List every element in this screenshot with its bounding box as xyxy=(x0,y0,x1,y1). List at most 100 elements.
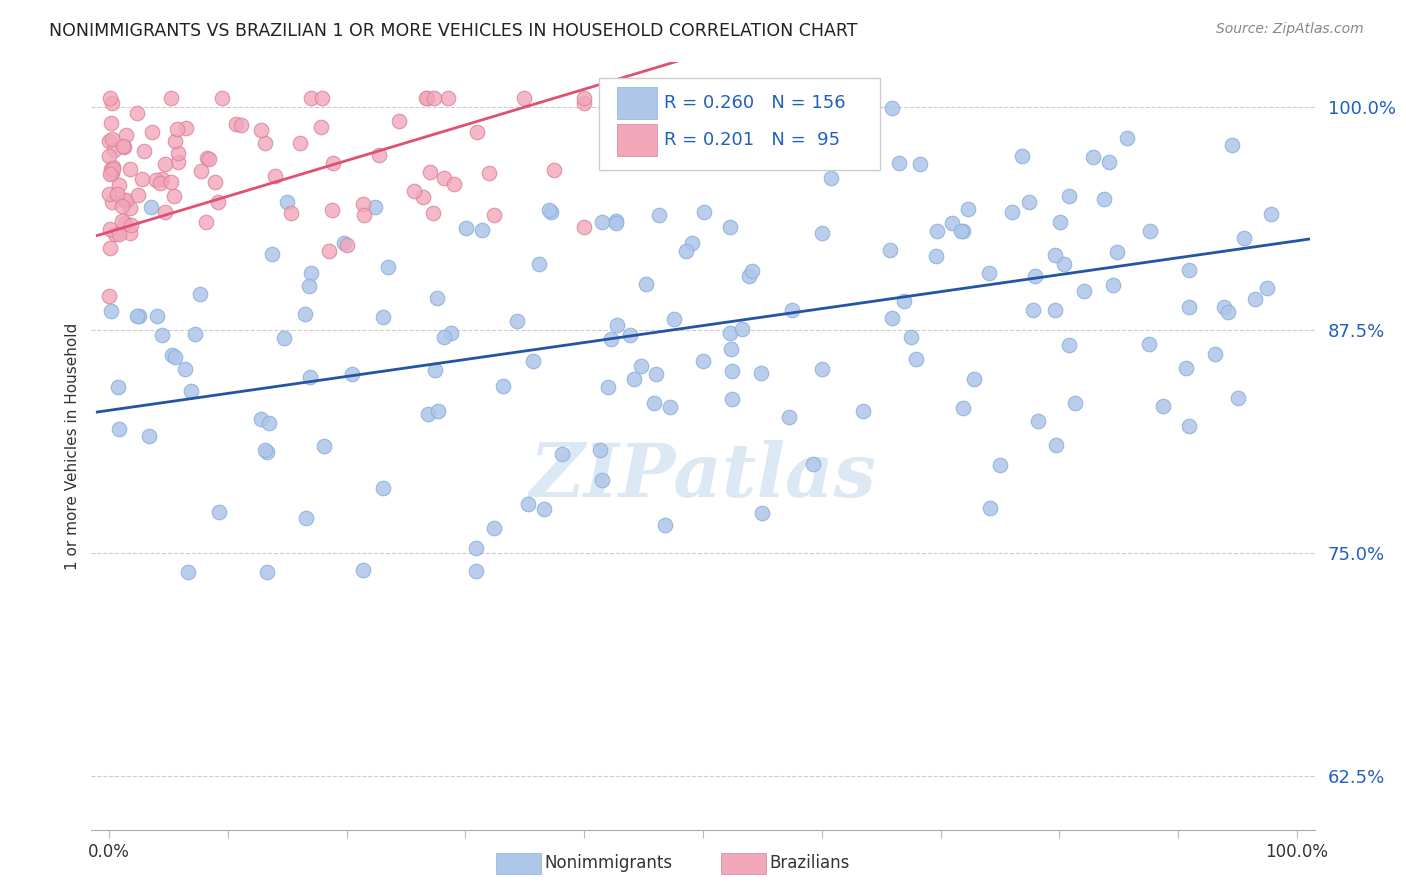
Point xyxy=(309,120,332,135)
Point xyxy=(1137,337,1160,351)
Point xyxy=(377,260,399,274)
Point xyxy=(294,307,316,321)
Point xyxy=(1139,224,1161,238)
Point xyxy=(176,565,198,579)
Point xyxy=(260,247,283,261)
Point xyxy=(952,225,974,239)
Point xyxy=(225,117,247,131)
Point xyxy=(118,162,141,177)
Point xyxy=(299,369,322,384)
Point xyxy=(101,194,124,209)
Point xyxy=(478,166,501,180)
Point xyxy=(108,227,131,241)
Point xyxy=(780,303,803,318)
Point xyxy=(433,171,456,186)
Point xyxy=(879,243,901,257)
Point xyxy=(426,291,449,305)
Point xyxy=(114,128,136,142)
Point xyxy=(963,372,986,386)
Point xyxy=(718,220,741,235)
Point xyxy=(426,403,449,417)
Point xyxy=(589,442,612,457)
Point xyxy=(103,161,125,175)
Point xyxy=(693,205,716,219)
Point xyxy=(322,156,344,170)
Point xyxy=(165,350,187,364)
Point xyxy=(1226,391,1249,405)
Point xyxy=(1053,257,1076,271)
Point xyxy=(127,188,149,202)
Point xyxy=(887,156,910,170)
Point xyxy=(1116,130,1139,145)
Text: Brazilians: Brazilians xyxy=(769,855,849,872)
Point xyxy=(250,412,273,426)
Point xyxy=(194,215,217,229)
Point xyxy=(371,482,394,496)
Point xyxy=(256,445,278,459)
Point xyxy=(141,125,163,139)
Point xyxy=(537,202,560,217)
Point xyxy=(111,214,134,228)
Point xyxy=(298,278,321,293)
Point xyxy=(294,510,316,524)
Point xyxy=(675,244,697,258)
Point xyxy=(100,116,122,130)
Point xyxy=(1057,189,1080,203)
Point xyxy=(131,172,153,186)
Point xyxy=(114,139,136,153)
Point xyxy=(103,161,125,176)
Point xyxy=(1045,438,1067,452)
Point xyxy=(1102,278,1125,293)
Point xyxy=(904,352,927,367)
Point xyxy=(318,244,340,258)
Point xyxy=(692,354,714,368)
Point xyxy=(165,134,187,148)
Point xyxy=(1256,281,1278,295)
Point xyxy=(127,105,149,120)
Point xyxy=(160,175,183,189)
Point xyxy=(111,199,134,213)
Point xyxy=(893,293,915,308)
Point xyxy=(416,407,439,421)
Point xyxy=(166,145,188,160)
Point xyxy=(174,120,197,135)
Point xyxy=(1233,231,1256,245)
Point xyxy=(623,372,645,386)
Point xyxy=(443,177,465,191)
Point xyxy=(533,502,555,516)
Point xyxy=(412,190,434,204)
Point xyxy=(550,447,572,461)
Point xyxy=(114,193,136,207)
Point xyxy=(180,384,202,398)
Point xyxy=(643,395,665,409)
Point xyxy=(104,227,127,242)
Point xyxy=(207,194,229,209)
Point xyxy=(1178,300,1201,314)
Point xyxy=(415,91,437,105)
Point xyxy=(263,169,285,183)
Point xyxy=(636,110,658,124)
Point xyxy=(153,205,176,219)
Point xyxy=(98,187,121,202)
Point xyxy=(288,136,311,151)
Point xyxy=(371,310,394,325)
Point xyxy=(118,226,141,240)
Point xyxy=(100,161,122,176)
Point xyxy=(101,166,124,180)
Point xyxy=(810,226,832,240)
Point xyxy=(605,214,627,228)
Point xyxy=(120,218,142,232)
Point xyxy=(659,400,682,414)
Point xyxy=(574,219,596,234)
Point xyxy=(527,256,550,270)
Point xyxy=(471,223,494,237)
Point xyxy=(98,288,121,302)
Point xyxy=(1178,262,1201,277)
Point xyxy=(852,404,875,418)
Point xyxy=(492,379,515,393)
Point xyxy=(801,457,824,471)
Point xyxy=(741,264,763,278)
Point xyxy=(145,173,167,187)
Point xyxy=(114,216,136,230)
Point xyxy=(352,197,374,211)
